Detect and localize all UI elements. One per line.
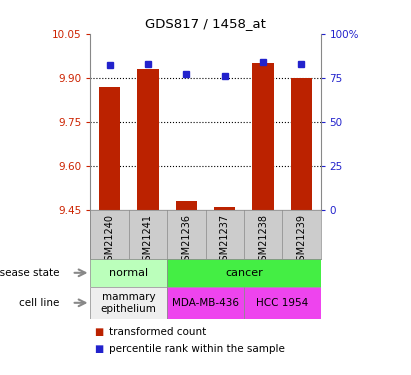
Bar bbox=[90, 287, 167, 319]
Text: normal: normal bbox=[109, 268, 148, 278]
Bar bbox=[176, 201, 197, 210]
Text: ■: ■ bbox=[95, 344, 104, 354]
Bar bbox=[291, 78, 312, 210]
Text: GDS817 / 1458_at: GDS817 / 1458_at bbox=[145, 17, 266, 30]
Text: disease state: disease state bbox=[0, 268, 60, 278]
Text: percentile rank within the sample: percentile rank within the sample bbox=[109, 344, 285, 354]
Bar bbox=[90, 259, 167, 287]
Bar bbox=[167, 259, 321, 287]
Bar bbox=[137, 69, 159, 210]
Bar bbox=[252, 63, 274, 210]
Text: mammary
epithelium: mammary epithelium bbox=[101, 292, 157, 314]
Bar bbox=[99, 87, 120, 210]
Text: GSM21241: GSM21241 bbox=[143, 214, 153, 267]
Bar bbox=[167, 287, 244, 319]
Text: MDA-MB-436: MDA-MB-436 bbox=[172, 298, 239, 308]
Text: ■: ■ bbox=[95, 327, 104, 337]
Text: transformed count: transformed count bbox=[109, 327, 206, 337]
Bar bbox=[244, 287, 321, 319]
Text: cell line: cell line bbox=[19, 298, 60, 308]
Text: GSM21237: GSM21237 bbox=[220, 214, 230, 267]
Text: HCC 1954: HCC 1954 bbox=[256, 298, 308, 308]
Bar bbox=[214, 207, 235, 210]
Text: GSM21238: GSM21238 bbox=[258, 214, 268, 267]
Text: GSM21239: GSM21239 bbox=[296, 214, 306, 267]
Text: GSM21240: GSM21240 bbox=[105, 214, 115, 267]
Text: cancer: cancer bbox=[225, 268, 263, 278]
Text: GSM21236: GSM21236 bbox=[181, 214, 191, 267]
